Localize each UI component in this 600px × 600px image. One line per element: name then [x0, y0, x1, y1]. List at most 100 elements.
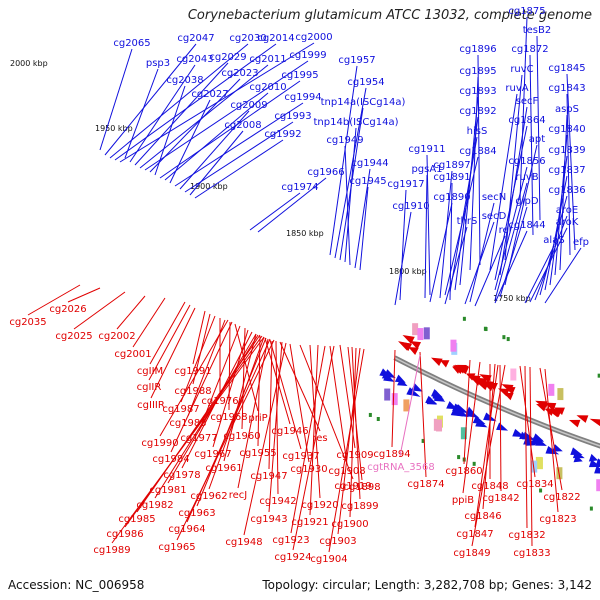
reverse-gene-label: cg1848 [471, 481, 508, 492]
forward-gene-arrow [588, 453, 599, 462]
forward-gene-label: cg1892 [459, 106, 496, 117]
forward-gene-arrow [434, 393, 446, 402]
reverse-label-leader [519, 365, 536, 478]
reverse-gene-label: cg1899 [341, 501, 378, 512]
forward-label-leader [109, 43, 249, 159]
forward-label-leader [194, 139, 284, 199]
forward-gene-arrow [533, 434, 545, 442]
forward-gene-label: ruvA [505, 83, 528, 94]
reverse-gene-label: cg1834 [516, 479, 553, 490]
tick-label: 1750 kbp [493, 294, 531, 303]
tick-label: 1900 kbp [190, 182, 228, 191]
reverse-label-leader [212, 329, 249, 448]
forward-label-leader [179, 110, 250, 190]
forward-gene-label: cg1839 [548, 145, 585, 156]
forward-gene-label: cg1856 [508, 156, 545, 167]
reverse-label-leader [279, 341, 321, 432]
reverse-gene-arrow [458, 365, 469, 374]
forward-label-leader [566, 73, 576, 251]
feature-block [403, 399, 410, 412]
forward-gene-label: cg2027 [191, 89, 228, 100]
reverse-gene-arrow [402, 335, 415, 344]
reverse-label-leader [234, 323, 259, 412]
reverse-gene-label: cg1947 [250, 471, 287, 482]
forward-label-leader [249, 192, 301, 231]
forward-gene-label: cg2047 [177, 33, 214, 44]
forward-gene-label: thrS [457, 216, 478, 227]
forward-gene-label: secN [482, 192, 506, 203]
forward-label-leader [174, 102, 304, 187]
forward-gene-label: cg2000 [295, 32, 332, 43]
reverse-gene-label: cg1903 [319, 536, 356, 547]
forward-gene-label: cg1993 [274, 111, 311, 122]
marker-dot [502, 335, 506, 340]
feature-block [423, 327, 430, 340]
forward-gene-label: cg1843 [548, 83, 585, 94]
reverse-gene-label: cg1988 [174, 386, 211, 397]
forward-gene-label: cg1864 [508, 115, 545, 126]
reverse-label-leader [241, 327, 246, 430]
reverse-gene-label: cg1964 [168, 524, 205, 535]
feature-block [510, 368, 517, 381]
reverse-label-leader [419, 351, 427, 478]
reverse-gene-arrow [535, 400, 548, 409]
forward-gene-label: cg2009 [230, 100, 267, 111]
reverse-gene-label: cg1832 [508, 530, 545, 541]
reverse-gene-label: cg1919 [334, 481, 371, 492]
forward-label-leader [539, 195, 568, 296]
forward-label-leader [144, 60, 309, 171]
forward-gene-label: cg2038 [166, 75, 203, 86]
forward-label-leader [469, 202, 495, 303]
forward-gene-label: aroE [556, 205, 578, 216]
forward-label-leader [474, 235, 506, 307]
forward-label-leader [189, 130, 244, 196]
forward-gene-label: cg1875 [508, 6, 545, 17]
forward-gene-arrow [406, 387, 421, 397]
forward-gene-arrow [594, 465, 600, 474]
reverse-gene-label: cg1943 [250, 514, 287, 525]
reverse-gene-label: cg1894 [373, 449, 410, 460]
reverse-label-leader [329, 345, 348, 465]
reverse-gene-label: cg1942 [259, 496, 296, 507]
reverse-gene-label: cg1908 [328, 466, 365, 477]
forward-gene-label: apt [529, 134, 545, 145]
forward-gene-arrow [381, 371, 392, 379]
forward-gene-label: cg2014 [257, 33, 294, 44]
reverse-gene-label: cg2001 [114, 349, 151, 360]
reverse-gene-arrow [398, 341, 413, 351]
reverse-gene-label: cg1846 [464, 511, 501, 522]
forward-label-leader [544, 175, 568, 291]
marker-dot [457, 455, 461, 460]
forward-label-leader [169, 99, 211, 184]
forward-label-leader [566, 93, 571, 256]
forward-label-leader [334, 87, 367, 259]
reverse-gene-label: cg1900 [331, 519, 368, 530]
reverse-gene-label: cg1833 [513, 548, 550, 559]
reverse-gene-label: cg1989 [93, 545, 130, 556]
reverse-gene-label: cg1955 [239, 448, 276, 459]
forward-gene-label: tesB2 [523, 25, 552, 36]
reverse-label-leader [148, 304, 191, 381]
reverse-label-leader [290, 345, 326, 534]
forward-label-leader [114, 43, 277, 161]
forward-gene-arrow [465, 408, 480, 418]
reverse-gene-label: cg1978 [163, 470, 200, 481]
forward-gene-label: ruvB [515, 172, 538, 183]
forward-label-leader [399, 189, 407, 301]
forward-gene-label: cg2030 [229, 33, 266, 44]
marker-dot [589, 506, 593, 511]
reverse-label-leader [67, 287, 101, 303]
forward-label-leader [529, 227, 568, 303]
forward-gene-label: cg1954 [347, 77, 384, 88]
forward-gene-label: cg1897 [433, 160, 470, 171]
forward-gene-label: rel [499, 225, 512, 236]
reverse-label-leader [463, 359, 471, 465]
reverse-label-leader [289, 343, 310, 463]
reverse-label-leader [275, 340, 279, 495]
reverse-gene-label: cg1923 [272, 535, 309, 546]
reverse-label-leader [111, 336, 265, 544]
feature-block [450, 339, 457, 352]
reverse-label-leader [150, 307, 196, 399]
feature-block [391, 393, 398, 406]
